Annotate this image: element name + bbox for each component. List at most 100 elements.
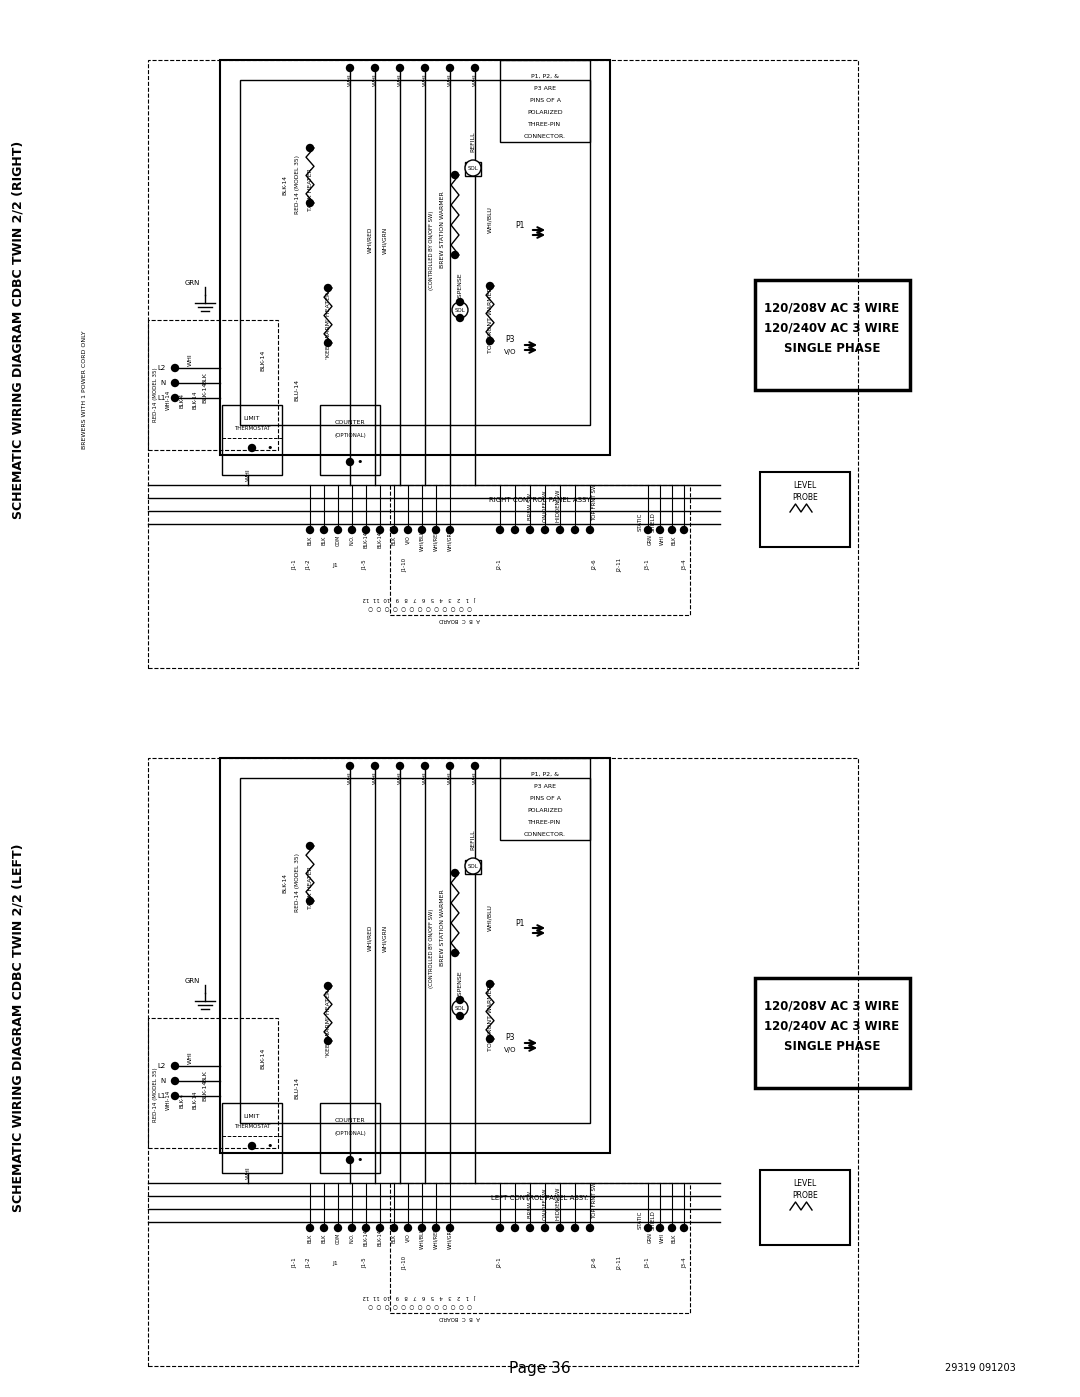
Circle shape <box>486 338 494 345</box>
Circle shape <box>307 842 313 849</box>
Text: BLK-14: BLK-14 <box>364 532 368 549</box>
Text: LEVEL: LEVEL <box>794 1179 816 1187</box>
Circle shape <box>586 527 594 534</box>
Bar <box>755 978 910 1088</box>
Text: 120/240V AC 3 WIRE: 120/240V AC 3 WIRE <box>765 1020 900 1032</box>
Bar <box>320 405 380 475</box>
Text: BREW SW: BREW SW <box>527 1190 532 1218</box>
Circle shape <box>335 1225 341 1232</box>
Circle shape <box>669 1225 675 1232</box>
Circle shape <box>446 1225 454 1232</box>
Text: WHI: WHI <box>447 771 453 784</box>
Bar <box>222 405 282 475</box>
Circle shape <box>307 144 313 151</box>
Text: TANK HEATER: TANK HEATER <box>308 169 312 211</box>
Text: PROBE: PROBE <box>792 493 818 502</box>
Text: •: • <box>267 1141 273 1151</box>
Text: •: • <box>356 1155 363 1165</box>
Text: RED-14 (MODEL 35): RED-14 (MODEL 35) <box>152 1067 158 1122</box>
Text: RED-14 (MODEL 35): RED-14 (MODEL 35) <box>295 155 299 215</box>
Bar <box>390 1183 690 1313</box>
Text: SINGLE PHASE: SINGLE PHASE <box>784 341 880 355</box>
Text: 120/240V AC 3 WIRE: 120/240V AC 3 WIRE <box>765 321 900 334</box>
Circle shape <box>527 1225 534 1232</box>
Text: WHI/BLU: WHI/BLU <box>487 905 492 932</box>
Text: WHI/RED: WHI/RED <box>367 925 373 951</box>
Text: BLK-14: BLK-14 <box>364 1229 368 1246</box>
Circle shape <box>307 1225 313 1232</box>
Text: J3-1: J3-1 <box>646 1257 650 1268</box>
Text: WHI/GRN: WHI/GRN <box>382 925 388 951</box>
Bar <box>222 1104 282 1173</box>
Text: V/O: V/O <box>405 1234 410 1242</box>
Text: WHI/BLU: WHI/BLU <box>487 207 492 233</box>
Text: N.O.: N.O. <box>350 535 354 545</box>
Text: J1-1: J1-1 <box>293 1257 297 1268</box>
Circle shape <box>451 251 459 258</box>
Text: HIDDEN SW: HIDDEN SW <box>555 490 561 522</box>
Circle shape <box>363 1225 369 1232</box>
Bar <box>148 60 858 668</box>
Circle shape <box>556 527 564 534</box>
Text: TANK HEATER: TANK HEATER <box>308 866 312 909</box>
Text: BLK-14: BLK-14 <box>260 349 266 370</box>
Text: 'KEEP WARM' HEATER: 'KEEP WARM' HEATER <box>325 989 330 1056</box>
Text: (OPTIONAL): (OPTIONAL) <box>334 1130 366 1136</box>
Text: P3 ARE: P3 ARE <box>534 85 556 91</box>
Circle shape <box>512 527 518 534</box>
Circle shape <box>324 285 332 292</box>
Text: WHI/RED: WHI/RED <box>433 1227 438 1249</box>
Text: L2: L2 <box>158 1063 166 1069</box>
Text: BLK: BLK <box>391 1234 396 1243</box>
Circle shape <box>465 858 481 875</box>
Text: WHI: WHI <box>397 771 403 784</box>
Text: ○  ○  ○  ○  ○  ○  ○  ○  ○  ○  ○  ○  ○: ○ ○ ○ ○ ○ ○ ○ ○ ○ ○ ○ ○ ○ <box>368 605 472 610</box>
Text: REFILL: REFILL <box>471 830 475 851</box>
Circle shape <box>541 1225 549 1232</box>
Text: WHI: WHI <box>447 74 453 87</box>
Text: J3-4: J3-4 <box>683 1257 688 1268</box>
Text: HIDDEN SW: HIDDEN SW <box>555 1187 561 1220</box>
Text: WHI: WHI <box>473 771 477 784</box>
Text: 120/208V AC 3 WIRE: 120/208V AC 3 WIRE <box>765 999 900 1013</box>
Text: GRN: GRN <box>185 978 200 983</box>
Circle shape <box>372 763 378 770</box>
Circle shape <box>405 1225 411 1232</box>
Circle shape <box>405 527 411 534</box>
Circle shape <box>307 200 313 207</box>
Circle shape <box>391 1225 397 1232</box>
Circle shape <box>396 763 404 770</box>
Circle shape <box>451 172 459 179</box>
Text: V/O: V/O <box>503 349 516 355</box>
Text: TOP FRNT SW: TOP FRNT SW <box>593 483 597 521</box>
Text: RED-14 (MODEL 35): RED-14 (MODEL 35) <box>152 367 158 422</box>
Text: •: • <box>267 443 273 453</box>
Text: SOL: SOL <box>468 865 478 869</box>
Text: GRN: GRN <box>648 535 652 545</box>
Text: WHI/GRN: WHI/GRN <box>447 528 453 552</box>
Text: CONNECTOR.: CONNECTOR. <box>524 134 566 138</box>
Text: WHI: WHI <box>373 771 378 784</box>
Text: BLK: BLK <box>322 1234 326 1243</box>
Text: POLARIZED: POLARIZED <box>527 109 563 115</box>
Text: J1: J1 <box>333 1260 338 1266</box>
Circle shape <box>645 1225 651 1232</box>
Text: SCHEMATIC WIRING DIAGRAM CDBC TWIN 2/2 (LEFT): SCHEMATIC WIRING DIAGRAM CDBC TWIN 2/2 (… <box>12 844 25 1213</box>
Text: WHI-14: WHI-14 <box>165 1090 171 1111</box>
Text: BLK: BLK <box>672 1234 676 1243</box>
Circle shape <box>421 64 429 71</box>
Text: L2: L2 <box>158 365 166 372</box>
Circle shape <box>172 1092 178 1099</box>
Circle shape <box>472 64 478 71</box>
Text: BLK-14: BLK-14 <box>203 381 207 402</box>
Text: REFILL: REFILL <box>471 131 475 152</box>
Text: J2-1: J2-1 <box>498 560 502 570</box>
Circle shape <box>391 527 397 534</box>
Text: CONNECTOR.: CONNECTOR. <box>524 831 566 837</box>
Text: P1, P2, &: P1, P2, & <box>531 74 559 78</box>
Text: TOP FRNT SW: TOP FRNT SW <box>593 1182 597 1218</box>
Text: P1, P2, &: P1, P2, & <box>531 771 559 777</box>
Text: WHI: WHI <box>245 468 251 482</box>
Text: COUNTER: COUNTER <box>335 420 365 426</box>
Text: PINS OF A: PINS OF A <box>529 795 561 800</box>
